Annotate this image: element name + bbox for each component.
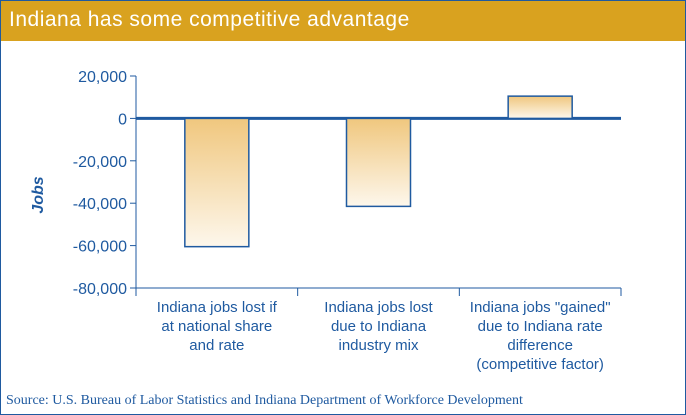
y-tick-label: -20,000 bbox=[73, 154, 127, 171]
bar bbox=[184, 117, 250, 248]
category-label: Indiana jobs "gained" due to Indiana rate… bbox=[470, 299, 611, 373]
bar-chart: 20,000 0 -20,000 -40,000 -60,000 -80,000 India… bbox=[73, 69, 622, 373]
bar bbox=[507, 95, 573, 120]
y-tick-label: -80,000 bbox=[73, 281, 127, 298]
y-axis-label: Jobs bbox=[30, 176, 47, 214]
bar bbox=[345, 117, 412, 208]
chart-title: Indiana has some competitive advantage bbox=[9, 8, 410, 31]
source-note: Source: U.S. Bureau of Labor Statistics … bbox=[6, 393, 523, 408]
y-tick-label: 0 bbox=[118, 111, 127, 128]
category-label: Indiana jobs lost if at national share and… bbox=[157, 299, 278, 354]
y-tick-label: -60,000 bbox=[73, 239, 127, 256]
y-tick-label: 20,000 bbox=[78, 69, 127, 86]
header-bar: Indiana has some competitive advantage bbox=[1, 1, 685, 41]
y-tick-label: -40,000 bbox=[73, 196, 127, 213]
category-label: Indiana jobs lost due to Indiana industry … bbox=[324, 299, 433, 354]
